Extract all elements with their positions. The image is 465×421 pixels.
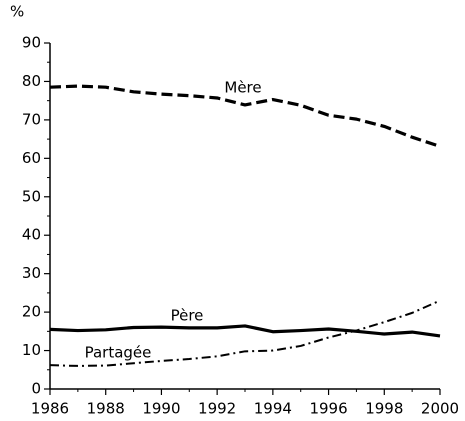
y-tick-label: 60 [22,149,41,167]
x-tick-label: 1994 [254,400,292,418]
x-tick-label: 1988 [87,400,125,418]
y-tick-label: 30 [22,264,41,282]
x-tick-label: 1986 [31,400,69,418]
y-axis-label: % [10,3,24,21]
y-tick-label: 50 [22,187,41,205]
series-label: Mère [224,79,261,97]
x-tick-label: 1996 [309,400,347,418]
series-label: Père [171,307,204,325]
x-tick-label: 1990 [142,400,180,418]
x-tick-label: 2000 [421,400,459,418]
y-tick-label: 20 [22,303,41,321]
series-line [49,299,441,367]
series-line [49,324,441,338]
y-tick-label: 70 [22,110,41,128]
y-tick-label: 10 [22,341,41,359]
y-tick-label: 40 [22,226,41,244]
x-tick-label: 1998 [365,400,403,418]
y-tick-label: 0 [31,380,41,398]
series-line [49,84,441,148]
x-tick-label: 1992 [198,400,236,418]
series-label: Partagée [85,344,152,362]
y-tick-label: 80 [22,72,41,90]
y-tick-label: 90 [22,34,41,52]
